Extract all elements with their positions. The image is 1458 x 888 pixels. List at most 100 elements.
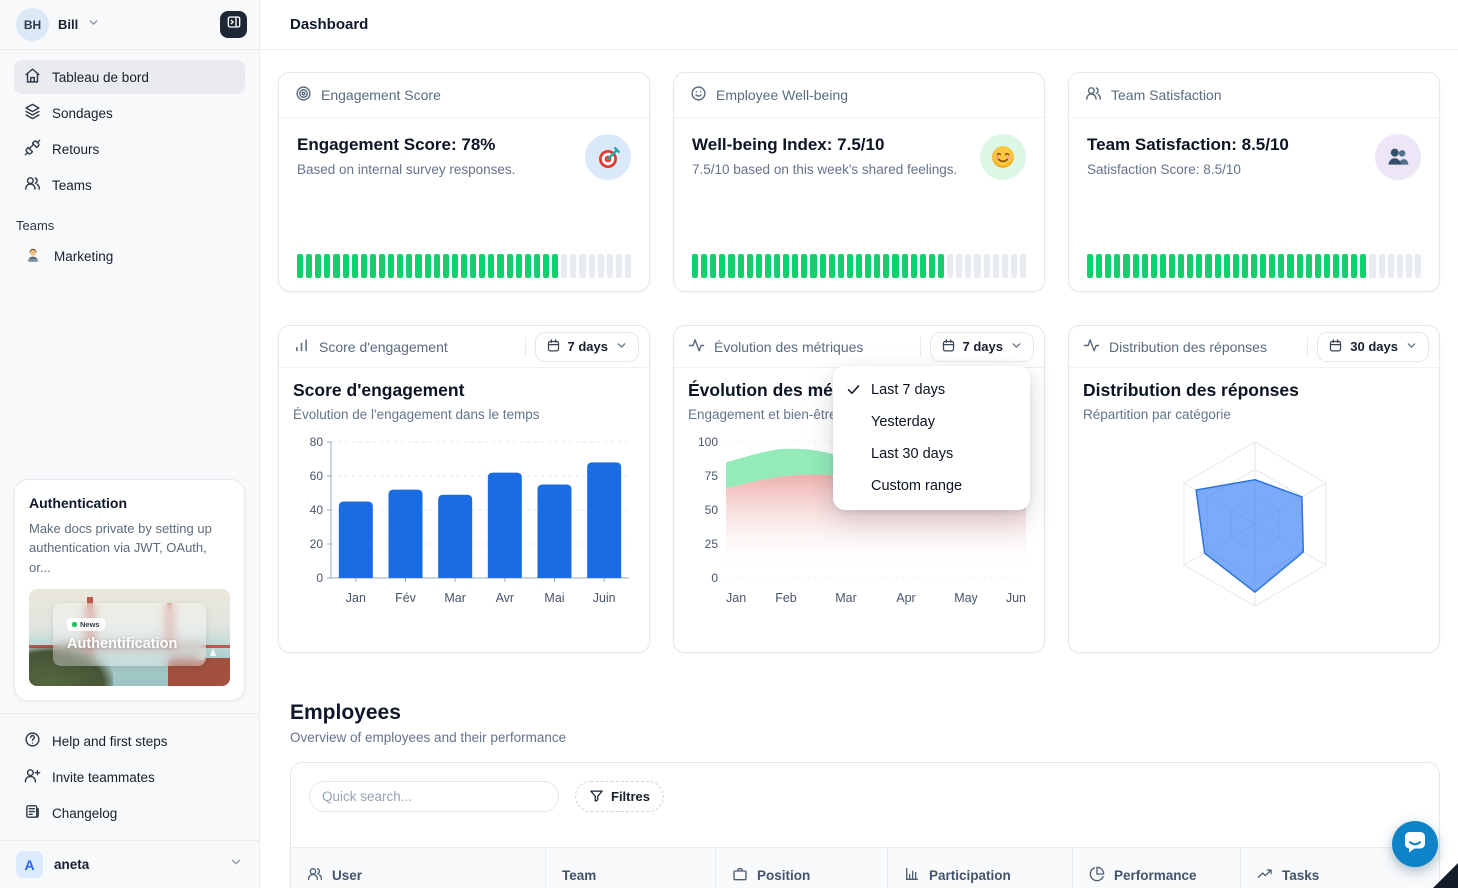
authentication-promo-card[interactable]: Authentication Make docs private by sett…: [14, 478, 245, 701]
engagement-chart-card: Score d'engagement 7 days Score d'engage…: [278, 325, 650, 653]
progress-segment: [1019, 254, 1027, 278]
progress-segment: [1087, 254, 1094, 278]
sidebar: BH Bill Tableau de bord: [0, 0, 260, 888]
progress-segment: [542, 254, 550, 278]
sidebar-item-marketing[interactable]: Marketing: [0, 239, 259, 273]
progress-segment: [1187, 254, 1194, 278]
employees-toolbar: Filtres: [291, 763, 1439, 812]
stat-subtitle: 7.5/10 based on this week's shared feeli…: [692, 162, 958, 177]
progress-segment: [910, 254, 917, 278]
progress-segment: [297, 254, 304, 278]
progress-segment: [388, 254, 395, 278]
sidebar-collapse-button[interactable]: [220, 11, 247, 38]
funnel-icon: [589, 788, 604, 806]
user-menu[interactable]: BH Bill: [16, 8, 100, 41]
progress-segment: [460, 254, 468, 278]
briefcase-icon: [732, 866, 748, 885]
stat-title: Engagement Score: 78%: [297, 135, 496, 154]
users-icon: [307, 866, 323, 885]
progress-segment: [773, 254, 781, 278]
progress-segment: [1232, 254, 1239, 278]
workspace-avatar: A: [16, 851, 43, 878]
progress-segment: [451, 254, 458, 278]
svg-text:25: 25: [705, 537, 719, 551]
column-header-participation[interactable]: Participation: [888, 848, 1073, 888]
range-selector-button[interactable]: 30 days: [1317, 331, 1429, 362]
dropdown-item[interactable]: Last 30 days: [871, 446, 954, 462]
card-header: Distribution des réponses 30 days: [1069, 326, 1439, 368]
cursor-artifact: [1433, 863, 1458, 888]
panel-collapse-icon: [226, 14, 242, 35]
progress-segment: [1241, 254, 1248, 278]
progress-segment: [479, 254, 486, 278]
layers-icon: [24, 103, 41, 123]
range-selector-button[interactable]: 7 days: [929, 331, 1034, 362]
progress-segment: [306, 254, 313, 278]
search-input[interactable]: [309, 781, 559, 812]
progress-segment: [919, 254, 926, 278]
card-header: Team Satisfaction: [1069, 73, 1439, 118]
svg-text:Mai: Mai: [544, 591, 564, 605]
filters-button[interactable]: Filtres: [575, 781, 665, 812]
chart-title: Score d'engagement: [293, 380, 465, 400]
column-header-tasks[interactable]: Tasks: [1241, 848, 1439, 888]
top-bar: Dashboard: [260, 0, 1458, 50]
workspace-switcher[interactable]: A aneta: [0, 840, 259, 888]
svg-text:Avr: Avr: [496, 591, 515, 605]
progress-segment: [524, 254, 531, 278]
progress-segment: [506, 254, 513, 278]
sidebar-item-tableau-de-bord[interactable]: Tableau de bord: [14, 60, 245, 94]
chart-title: Distribution des réponses: [1083, 380, 1299, 400]
response-distribution-card: Distribution des réponses 30 days Distri…: [1068, 325, 1440, 653]
sidebar-header: BH Bill: [0, 0, 259, 50]
card-header-label: Évolution des métriques: [714, 338, 864, 355]
column-header-team[interactable]: Team: [546, 848, 716, 888]
avatar: BH: [16, 8, 49, 41]
promo-image-title: Authentification: [67, 635, 178, 652]
sidebar-item-changelog[interactable]: Changelog: [14, 796, 245, 830]
progress-segment: [1168, 254, 1176, 278]
column-header-performance[interactable]: Performance: [1073, 848, 1241, 888]
card-header-label: Distribution des réponses: [1109, 338, 1267, 355]
dart-target-emoji: [585, 134, 631, 180]
progress-segment: [1332, 254, 1340, 278]
column-header-position[interactable]: Position: [716, 848, 888, 888]
sidebar-item-sondages[interactable]: Sondages: [14, 96, 245, 130]
dropdown-item[interactable]: Custom range: [871, 478, 963, 494]
smile-icon: [690, 85, 707, 105]
dropdown-item[interactable]: Last 7 days: [833, 374, 1030, 406]
team-item-label: Marketing: [54, 248, 114, 264]
progress-segment: [342, 254, 349, 278]
progress-segment: [488, 254, 495, 278]
progress-segment: [1342, 254, 1349, 278]
sidebar-item-teams[interactable]: Teams: [14, 168, 245, 202]
busts-in-silhouette-emoji: [1375, 134, 1421, 180]
chart-subtitle: Évolution de l'engagement dans le temps: [293, 407, 540, 422]
progress-segment: [865, 254, 872, 278]
svg-text:Fév: Fév: [395, 591, 417, 605]
progress-segment: [378, 254, 386, 278]
progress-segment: [737, 254, 744, 278]
sidebar-item-invite[interactable]: Invite teammates: [14, 760, 245, 794]
progress-segment: [1114, 254, 1121, 278]
progress-segment: [442, 254, 449, 278]
stat-subtitle: Satisfaction Score: 8.5/10: [1087, 162, 1241, 177]
svg-text:Jan: Jan: [346, 591, 366, 605]
svg-text:Mar: Mar: [835, 591, 857, 605]
progress-segment: [1141, 254, 1148, 278]
range-selector-button[interactable]: 7 days: [534, 331, 639, 362]
sidebar-item-help[interactable]: Help and first steps: [14, 724, 245, 758]
progress-segment: [369, 254, 376, 278]
intercom-chat-button[interactable]: [1392, 821, 1438, 867]
employees-panel: Filtres User Team: [290, 762, 1440, 888]
sidebar-item-retours[interactable]: Retours: [14, 132, 245, 166]
progress-segment: [424, 254, 431, 278]
progress-segment: [1260, 254, 1267, 278]
dropdown-item[interactable]: Yesterday: [871, 414, 935, 430]
column-header-user[interactable]: User: [291, 848, 546, 888]
card-body: Score d'engagement Évolution de l'engage…: [279, 368, 649, 610]
progress-segment: [406, 254, 413, 278]
progress-segment: [324, 254, 331, 278]
progress-segment: [1223, 254, 1230, 278]
